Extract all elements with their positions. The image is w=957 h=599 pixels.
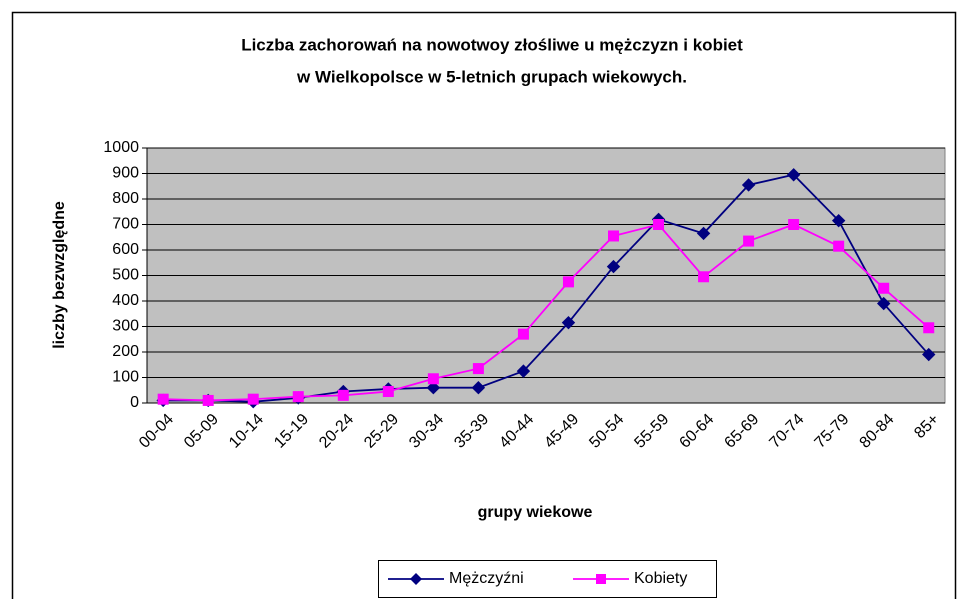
data-point: [517, 328, 529, 340]
data-point: [608, 230, 619, 242]
series-line: [163, 223, 930, 402]
y-tick-label: 400: [112, 292, 139, 309]
data-point: [606, 259, 621, 274]
data-point: [562, 276, 574, 288]
y-tick-label: 300: [112, 318, 139, 335]
legend-marker: [596, 574, 606, 584]
data-point: [922, 347, 936, 362]
data-point: [876, 296, 891, 311]
y-tick-label: 100: [112, 369, 139, 386]
data-point: [471, 380, 486, 395]
data-point: [743, 235, 755, 247]
y-tick-label: 1000: [103, 139, 139, 156]
legend-marker: [410, 573, 422, 585]
data-point: [653, 219, 665, 230]
data-point: [337, 389, 349, 401]
data-point: [878, 282, 890, 294]
data-point: [426, 380, 441, 395]
data-point: [247, 393, 259, 405]
data-point: [561, 315, 576, 330]
y-tick-label: 200: [112, 343, 139, 360]
data-point: [696, 226, 711, 241]
data-point: [698, 271, 710, 283]
x-axis-title: grupy wiekowe: [478, 504, 593, 521]
data-point: [833, 240, 845, 252]
y-tick-label: 700: [112, 216, 139, 233]
data-point: [516, 364, 531, 378]
data-point: [923, 322, 935, 334]
y-tick-label: 800: [112, 190, 139, 207]
y-tick-label: 600: [112, 241, 139, 258]
data-point: [202, 394, 214, 406]
series-line: [163, 173, 930, 403]
data-point: [157, 393, 169, 405]
data-point: [786, 168, 801, 182]
y-axis-title: liczby bezwzględne: [51, 201, 68, 349]
y-tick-label: 500: [112, 267, 139, 284]
legend-label: Mężczyźni: [449, 570, 524, 587]
chart-title: w Wielkopolsce w 5-letnich grupach wieko…: [296, 67, 687, 86]
legend-label: Kobiety: [634, 570, 687, 587]
chart-title: Liczba zachorowań na nowotwoy złośliwe u…: [241, 35, 743, 54]
data-point: [788, 219, 800, 230]
data-point: [427, 373, 439, 385]
y-tick-label: 0: [130, 394, 139, 411]
data-point: [382, 386, 394, 398]
y-tick-label: 900: [112, 165, 139, 182]
data-point: [292, 391, 304, 403]
data-point: [472, 363, 484, 375]
data-point: [741, 178, 756, 192]
data-point: [831, 213, 846, 228]
